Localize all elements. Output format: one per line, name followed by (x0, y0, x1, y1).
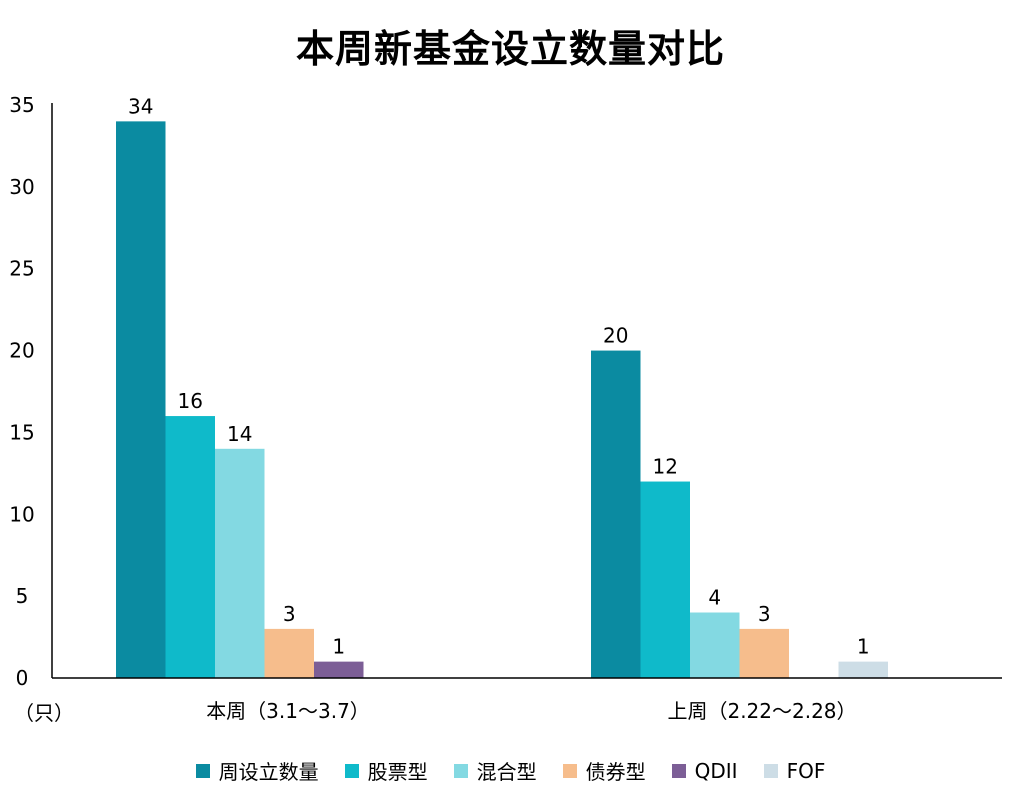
bar (739, 628, 789, 678)
legend-item: 债券型 (562, 756, 646, 785)
y-axis-ticks: 0 5 10 15 20 25 30 35 (9, 93, 34, 690)
legend-item: FOF (763, 758, 826, 783)
legend-label: QDII (694, 758, 738, 783)
legend-label: FOF (786, 758, 826, 783)
bars (116, 121, 888, 678)
legend-item: 股票型 (344, 756, 428, 785)
y-tick-label: 35 (9, 93, 34, 117)
legend-label: 混合型 (476, 760, 537, 784)
bar-value-label: 34 (128, 94, 153, 118)
y-tick-label: 15 (9, 420, 34, 444)
legend-item: 周设立数量 (195, 756, 319, 785)
bar-value-label: 3 (758, 602, 771, 626)
bar-value-label: 14 (227, 422, 252, 446)
bar-value-label: 1 (857, 635, 870, 659)
legend-label: 股票型 (367, 760, 428, 784)
legend-label: 债券型 (585, 760, 646, 784)
bar-value-label: 20 (603, 324, 628, 348)
bar (640, 481, 690, 678)
legend-label: 周设立数量 (218, 760, 319, 784)
legend-swatch (195, 763, 210, 778)
y-tick-label: 20 (9, 339, 34, 363)
y-tick-label: 10 (9, 502, 34, 526)
bar (215, 448, 265, 678)
x-category-label: 上周（2.22～2.28） (667, 699, 856, 723)
x-category-label: 本周（3.1～3.7） (206, 699, 370, 723)
bar (690, 612, 740, 678)
legend-item: QDII (671, 758, 738, 783)
y-axis-unit-label: （只） (14, 701, 74, 725)
legend-swatch (453, 763, 468, 778)
bar (314, 661, 364, 678)
bar (838, 661, 888, 678)
x-axis-labels: 本周（3.1～3.7） 上周（2.22～2.28） (206, 699, 856, 723)
bar (165, 416, 215, 678)
bar-labels: 34 16 14 3 1 20 12 4 3 1 (128, 94, 870, 658)
bar-value-label: 3 (283, 602, 296, 626)
bar-value-label: 1 (332, 635, 345, 659)
legend-swatch (763, 763, 778, 778)
bar-value-label: 12 (653, 455, 678, 479)
legend: 周设立数量 股票型 混合型 债券型 QDII FOF (0, 756, 1021, 785)
legend-swatch (562, 763, 577, 778)
y-tick-label: 5 (16, 584, 29, 608)
y-tick-label: 0 (16, 666, 29, 690)
bar (116, 121, 166, 678)
bar-value-label: 4 (708, 586, 721, 610)
chart-title: 本周新基金设立数量对比 (295, 27, 725, 71)
y-tick-label: 30 (9, 175, 34, 199)
bar (264, 628, 314, 678)
legend-swatch (671, 763, 686, 778)
y-tick-label: 25 (9, 257, 34, 281)
legend-swatch (344, 763, 359, 778)
legend-item: 混合型 (453, 756, 537, 785)
bar-value-label: 16 (178, 389, 203, 413)
bar (591, 350, 641, 678)
